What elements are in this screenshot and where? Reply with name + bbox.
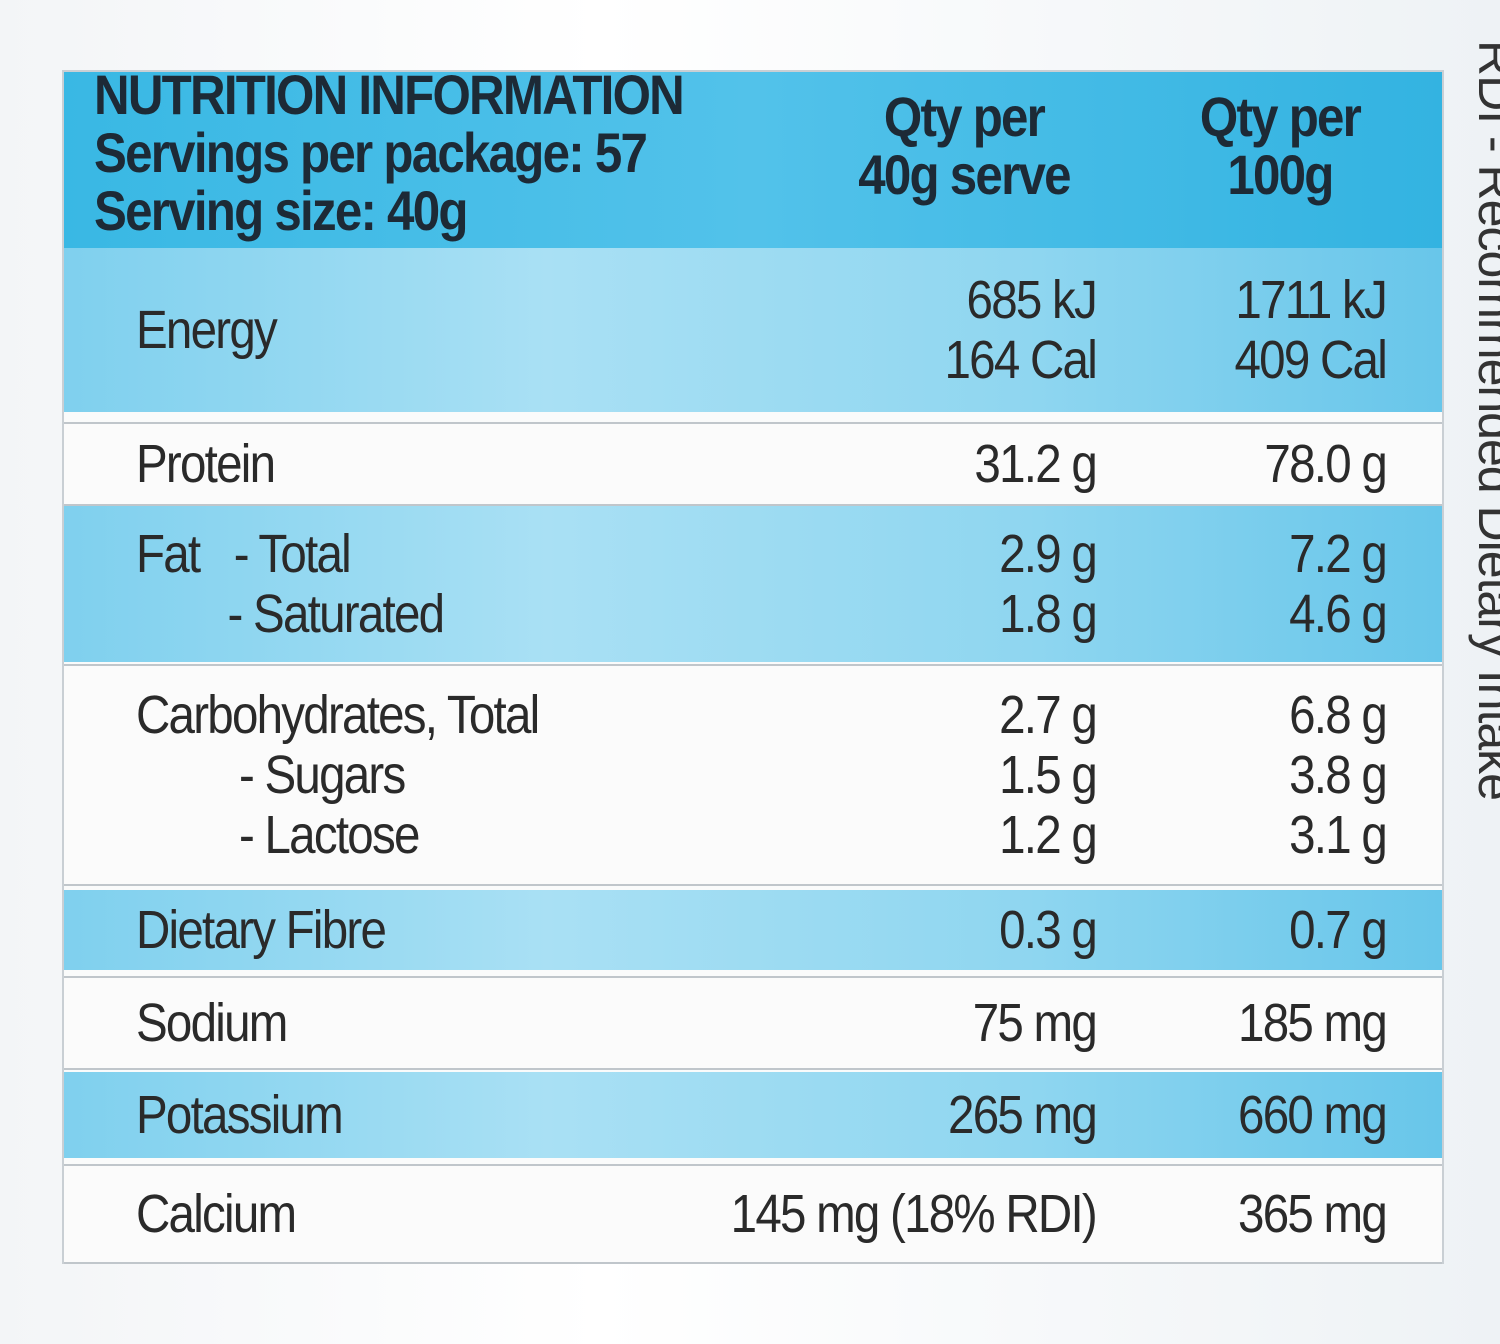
column-header: Qty per <box>1199 85 1362 148</box>
nutrient-row: Fat - Total - Saturated 2.9 g 1.8 g 7.2 g 4.… <box>64 506 1442 662</box>
nutrient-name: Calcium <box>136 1184 297 1244</box>
table-header: NUTRITION INFORMATION Servings per packag… <box>64 66 1442 251</box>
nutrient-value: 3.1 g <box>1289 805 1388 865</box>
nutrient-row: Potassium 265 mg 660 mg <box>64 1072 1442 1158</box>
nutrient-value: 1.8 g <box>999 584 1098 644</box>
nutrient-row: Energy 685 kJ 164 Cal 1711 kJ 409 Cal <box>64 248 1442 412</box>
nutrient-name: Dietary Fibre <box>136 900 387 960</box>
side-note: RDI - Recommended Dietary Intake <box>1468 40 1500 800</box>
nutrient-value: 185 mg <box>1238 993 1388 1053</box>
nutrient-name: Potassium <box>136 1085 344 1145</box>
nutrient-row: Carbohydrates, Total - Sugars - Lactose 2… <box>64 664 1442 886</box>
nutrient-value: 409 Cal <box>1234 330 1388 390</box>
nutrient-value: 75 mg <box>972 993 1098 1053</box>
nutrient-value: 145 mg (18% RDI) <box>730 1184 1098 1244</box>
nutrient-name: Protein <box>136 434 276 494</box>
column-header: 40g serve <box>858 143 1071 206</box>
column-header: Qty per <box>883 85 1046 148</box>
nutrient-value: 2.9 g <box>999 524 1098 584</box>
nutrition-table: NUTRITION INFORMATION Servings per packag… <box>62 66 1444 1264</box>
nutrient-name: Fat - Total <box>136 524 352 584</box>
nutrient-value: 0.3 g <box>999 900 1098 960</box>
nutrient-name: Energy <box>136 300 278 360</box>
nutrient-name: - Saturated <box>136 584 446 644</box>
nutrient-value: 164 Cal <box>944 330 1098 390</box>
nutrient-name: - Lactose <box>136 805 420 865</box>
nutrient-value: 78.0 g <box>1264 434 1387 494</box>
nutrient-value: 7.2 g <box>1289 524 1388 584</box>
nutrient-value: 6.8 g <box>1289 685 1388 745</box>
nutrient-value: 1711 kJ <box>1235 270 1387 330</box>
nutrient-row: Dietary Fibre 0.3 g 0.7 g <box>64 890 1442 970</box>
nutrient-name: Sodium <box>136 993 288 1053</box>
nutrient-value: 4.6 g <box>1289 584 1388 644</box>
nutrient-name: Carbohydrates, Total <box>136 685 540 745</box>
nutrient-value: 0.7 g <box>1289 900 1388 960</box>
nutrient-value: 2.7 g <box>999 685 1098 745</box>
servings: Servings per package: 57 <box>94 121 648 184</box>
nutrient-row: Calcium 145 mg (18% RDI) 365 mg <box>64 1164 1442 1264</box>
nutrient-value: 31.2 g <box>974 434 1097 494</box>
nutrient-row: Protein 31.2 g 78.0 g <box>64 422 1442 506</box>
nutrient-value: 685 kJ <box>966 270 1098 330</box>
nutrient-value: 660 mg <box>1238 1085 1388 1145</box>
nutrient-value: 1.2 g <box>999 805 1098 865</box>
nutrient-value: 265 mg <box>948 1085 1098 1145</box>
title: NUTRITION INFORMATION <box>94 63 685 126</box>
nutrient-value: 3.8 g <box>1289 745 1388 805</box>
nutrient-value: 1.5 g <box>999 745 1098 805</box>
nutrient-row: Sodium 75 mg 185 mg <box>64 976 1442 1070</box>
nutrient-name: - Sugars <box>136 745 406 805</box>
serving-size: Serving size: 40g <box>94 179 468 242</box>
nutrient-value: 365 mg <box>1238 1184 1388 1244</box>
column-header: 100g <box>1227 143 1334 206</box>
